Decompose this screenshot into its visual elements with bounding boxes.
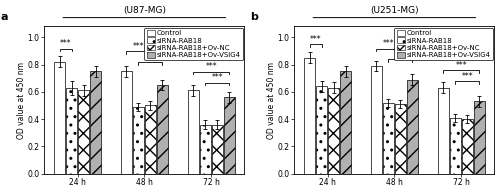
Text: ***: *** <box>212 73 223 82</box>
Text: ***: *** <box>462 72 473 81</box>
Bar <box>66 88 77 174</box>
Bar <box>90 71 101 174</box>
Bar <box>157 85 168 174</box>
Y-axis label: OD value at 450 nm: OD value at 450 nm <box>267 62 276 139</box>
Legend: Control, siRNA-RAB18, siRNA-RAB18+Ov-NC, siRNA-RAB18+Ov-VSIG4: Control, siRNA-RAB18, siRNA-RAB18+Ov-NC,… <box>144 28 243 60</box>
Bar <box>383 103 394 174</box>
Title: (U251-MG): (U251-MG) <box>370 6 418 14</box>
Bar <box>212 124 222 174</box>
Bar <box>133 107 144 174</box>
Bar <box>340 71 351 174</box>
Text: ***: *** <box>456 61 467 70</box>
Text: a: a <box>0 12 8 22</box>
Text: b: b <box>250 12 258 22</box>
Title: (U87-MG): (U87-MG) <box>123 6 166 14</box>
Bar <box>224 97 234 174</box>
Bar <box>304 58 315 174</box>
Bar <box>407 80 418 174</box>
Legend: Control, siRNA-RAB18, siRNA-RAB18+Ov-NC, siRNA-RAB18+Ov-VSIG4: Control, siRNA-RAB18, siRNA-RAB18+Ov-NC,… <box>394 28 493 60</box>
Text: ***: *** <box>310 35 322 44</box>
Text: **: ** <box>146 53 154 62</box>
Y-axis label: OD value at 450 nm: OD value at 450 nm <box>17 62 26 139</box>
Bar <box>438 88 448 174</box>
Bar <box>145 105 156 174</box>
Bar <box>200 124 210 174</box>
Text: ***: *** <box>206 62 217 71</box>
Text: **: ** <box>396 50 404 59</box>
Bar <box>121 71 132 174</box>
Bar <box>78 91 89 174</box>
Bar <box>462 119 472 174</box>
Bar <box>54 62 65 174</box>
Text: ***: *** <box>132 42 144 51</box>
Bar <box>328 88 339 174</box>
Bar <box>316 86 327 174</box>
Bar <box>395 104 406 174</box>
Bar <box>450 118 460 174</box>
Bar <box>188 91 198 174</box>
Bar <box>371 66 382 174</box>
Bar <box>474 101 484 174</box>
Text: ***: *** <box>60 39 72 48</box>
Text: ***: *** <box>382 39 394 48</box>
